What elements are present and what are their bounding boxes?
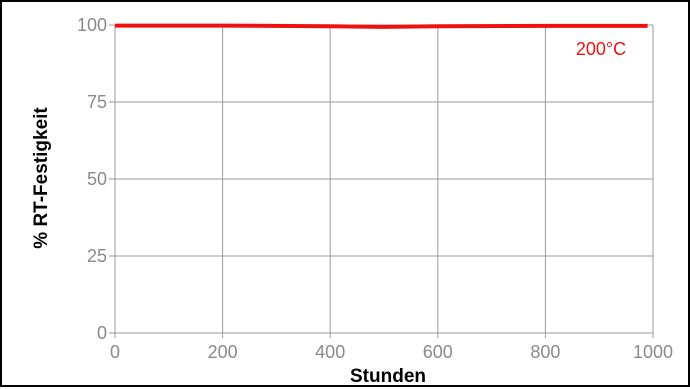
y-tick-label-75: 75 bbox=[87, 92, 107, 112]
x-tick-label-1000: 1000 bbox=[633, 342, 673, 362]
y-tick-label-50: 50 bbox=[87, 169, 107, 189]
series-line-0 bbox=[115, 23, 648, 29]
x-tick-label-800: 800 bbox=[530, 342, 560, 362]
x-tick-label-400: 400 bbox=[315, 342, 345, 362]
axes bbox=[109, 24, 654, 338]
y-tick-label-0: 0 bbox=[97, 323, 107, 343]
series-layer: 200°C bbox=[115, 23, 648, 59]
x-tick-label-0: 0 bbox=[110, 342, 120, 362]
tick-labels: 0 200 400 600 800 1000 0 25 50 75 100 bbox=[77, 15, 673, 362]
series-label-0: 200°C bbox=[576, 39, 626, 59]
y-axis-title: % RT-Festigkeit bbox=[31, 107, 52, 249]
grid bbox=[115, 24, 654, 333]
y-tick-label-25: 25 bbox=[87, 246, 107, 266]
y-tick-label-100: 100 bbox=[77, 15, 107, 35]
x-axis-title: Stunden bbox=[350, 366, 426, 387]
x-tick-label-200: 200 bbox=[208, 342, 238, 362]
x-tick-label-600: 600 bbox=[423, 342, 453, 362]
